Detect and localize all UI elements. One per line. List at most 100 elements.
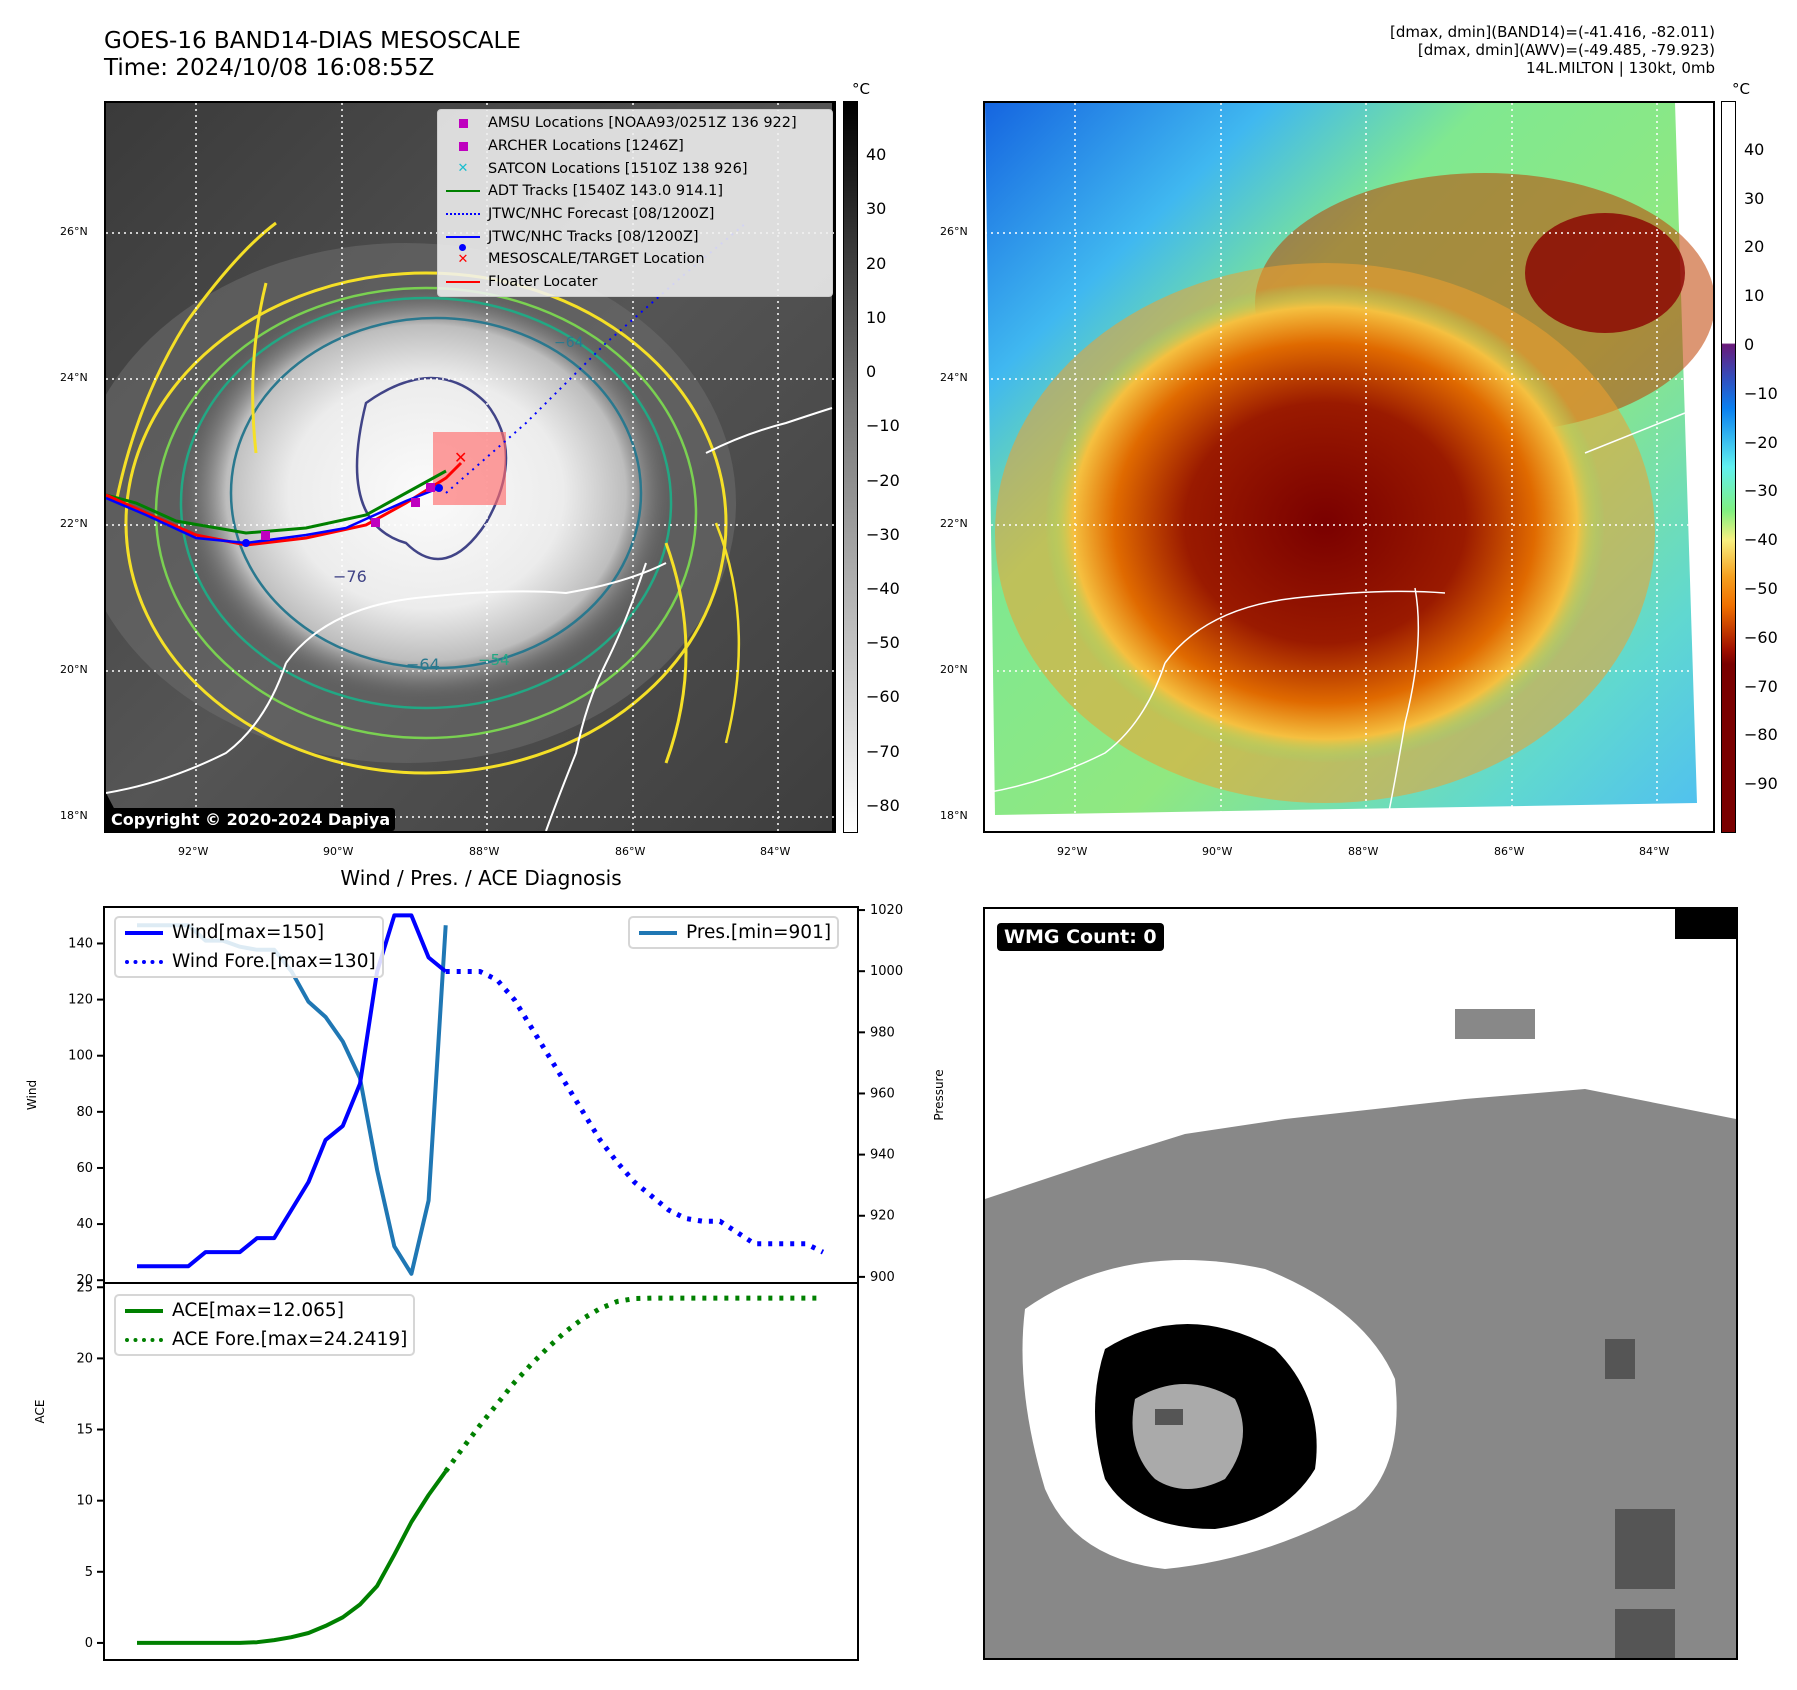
pressure-legend: Pres.[min=901] <box>628 916 840 949</box>
colorbar-tick: −60 <box>1744 627 1778 647</box>
contour-label: −64 <box>554 335 584 351</box>
colorbar-tick: −50 <box>1744 579 1778 598</box>
colorbar-tick: −30 <box>866 524 900 544</box>
info-band14-range: [dmax, dmin](BAND14)=(-41.416, -82.011) <box>1390 23 1715 41</box>
lon-label: 84°W <box>760 845 791 858</box>
lat-label: 20°N <box>940 663 968 676</box>
pressure-tick-label: 900 <box>870 1270 895 1285</box>
pressure-tick-label: 980 <box>870 1025 895 1040</box>
colorbar-tick: −10 <box>1744 383 1778 403</box>
legend-ace: ACE[max=12.065] <box>116 1296 413 1325</box>
wmg-clear-region <box>985 909 1736 1199</box>
legend-mesoscale-target: ✕ MESOSCALE/TARGET Location <box>438 248 832 271</box>
colorbar-tick: −90 <box>1744 774 1778 794</box>
ace-tick-label: 20 <box>76 1351 93 1366</box>
square-marker-icon <box>438 141 488 151</box>
x-marker-icon: ✕ <box>457 161 469 177</box>
colorbar-unit: °C <box>1732 80 1750 98</box>
line-icon <box>438 190 488 193</box>
pressure-tick-label: 940 <box>870 1148 895 1163</box>
legend-adt: ADT Tracks [1540Z 143.0 914.1] <box>438 180 832 203</box>
colorbar-tick: −20 <box>1744 432 1778 452</box>
dotted-line-icon <box>116 1325 172 1354</box>
lat-label: 22°N <box>940 517 968 530</box>
ace-legend: ACE[max=12.065] ACE Fore.[max=24.2419] <box>114 1294 416 1356</box>
colorbar-tick: 10 <box>1744 286 1765 306</box>
map-legend: AMSU Locations [NOAA93/0251Z 136 922] AR… <box>437 109 833 297</box>
title-time: Time: 2024/10/08 16:08:55Z <box>104 55 435 81</box>
contour-yellow <box>124 271 728 775</box>
colorbar-tick: 0 <box>1744 335 1755 354</box>
colorbar-tick: −30 <box>1744 481 1778 501</box>
lat-label: 18°N <box>60 809 88 822</box>
wind-tick-label: 80 <box>76 1105 93 1120</box>
colorbar-tick: 40 <box>866 145 887 165</box>
ace-forecast-line <box>443 1295 823 1473</box>
info-awv-range: [dmax, dmin](AWV)=(-49.485, -79.923) <box>1417 41 1715 59</box>
ace-axes-frame <box>103 1282 859 1661</box>
colorbar-tick: −80 <box>1744 725 1778 745</box>
ace-axis-label: ACE <box>33 1400 47 1424</box>
contour-teal <box>179 296 673 710</box>
legend-satcon: ✕ SATCON Locations [1510Z 138 926] <box>438 157 832 180</box>
adt-track <box>106 469 447 535</box>
colorbar-tick: −60 <box>866 687 900 707</box>
ace-line <box>137 1470 448 1645</box>
colorbar-tick: 20 <box>866 253 887 273</box>
pressure-tick-label: 960 <box>870 1086 895 1101</box>
wind-tick-label: 120 <box>68 993 93 1008</box>
legend-archer: ARCHER Locations [1246Z] <box>438 135 832 158</box>
right-awv-map <box>983 101 1715 833</box>
lon-label: 90°W <box>1202 845 1233 858</box>
ace-tick-label: 10 <box>76 1494 93 1509</box>
colorbar-tick: −70 <box>866 741 900 761</box>
colorbar-tick: −20 <box>866 470 900 490</box>
diagnosis-chart: 2040608010012014090092094096098010001020… <box>25 903 946 1661</box>
wind-line <box>137 913 447 1269</box>
awv-storm-core <box>1045 283 1605 763</box>
legend-amsu: AMSU Locations [NOAA93/0251Z 136 922] <box>438 112 832 135</box>
colorbar-tick: −50 <box>866 633 900 653</box>
lon-label: 92°W <box>178 845 209 858</box>
diagnosis-title: Wind / Pres. / ACE Diagnosis <box>340 866 622 890</box>
copyright-badge: Copyright © 2020-2024 Dapiya <box>106 808 396 831</box>
wmg-panel: WMG Count: 0 <box>983 907 1738 1660</box>
colorbar-tick: −10 <box>866 416 900 436</box>
lat-label: 20°N <box>60 663 88 676</box>
line-icon <box>630 918 686 947</box>
jtwc-track-point <box>242 539 250 547</box>
mesoscale-target-marker: ✕ <box>454 448 467 467</box>
pressure-tick-label: 1020 <box>870 903 903 918</box>
info-block: [dmax, dmin](BAND14)=(-41.416, -82.011) … <box>1390 23 1715 77</box>
wind-tick-label: 20 <box>76 1273 93 1288</box>
left-colorbar <box>843 101 858 833</box>
legend-jtwc-forecast: JTWC/NHC Forecast [08/1200Z] <box>438 203 832 226</box>
left-ir-map: ✕ −76 −64 −54 −64 AMSU Locations [NOAA93… <box>104 101 836 833</box>
floater-box <box>433 432 506 505</box>
line-icon <box>438 281 488 284</box>
lat-label: 22°N <box>60 517 88 530</box>
lon-label: 84°W <box>1639 845 1670 858</box>
contour-label: −54 <box>478 651 510 669</box>
wind-forecast-line <box>445 969 825 1255</box>
colorbar-unit: °C <box>852 80 870 98</box>
wind-legend: Wind[max=150] Wind Fore.[max=130] <box>114 916 384 978</box>
legend-ace-forecast: ACE Fore.[max=24.2419] <box>116 1325 413 1354</box>
line-icon <box>116 1296 172 1325</box>
lon-label: 90°W <box>323 845 354 858</box>
info-storm: 14L.MILTON | 130kt, 0mb <box>1525 59 1715 77</box>
lon-label: 92°W <box>1057 845 1088 858</box>
lon-label: 88°W <box>1348 845 1379 858</box>
pressure-tick-label: 920 <box>870 1209 895 1224</box>
x-marker-icon: ✕ <box>457 251 469 267</box>
lat-label: 26°N <box>940 225 968 238</box>
amsu-archer-markers <box>261 483 435 540</box>
lat-label: 24°N <box>60 371 88 384</box>
lat-label: 24°N <box>940 371 968 384</box>
line-dot-icon <box>438 235 488 251</box>
colorbar-tick: −40 <box>1744 530 1778 550</box>
colorbar-tick: 10 <box>866 307 887 327</box>
ace-tick-label: 5 <box>85 1565 93 1580</box>
wind-tick-label: 100 <box>68 1049 93 1064</box>
wmg-image <box>985 909 1736 1658</box>
